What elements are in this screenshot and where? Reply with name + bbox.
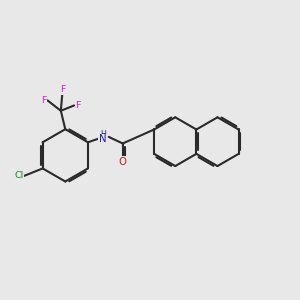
- Text: F: F: [60, 85, 65, 94]
- Text: F: F: [75, 101, 80, 110]
- Text: H: H: [100, 130, 106, 139]
- Text: F: F: [41, 96, 46, 105]
- Text: O: O: [119, 157, 127, 167]
- Text: Cl: Cl: [14, 171, 23, 180]
- Text: N: N: [99, 134, 106, 144]
